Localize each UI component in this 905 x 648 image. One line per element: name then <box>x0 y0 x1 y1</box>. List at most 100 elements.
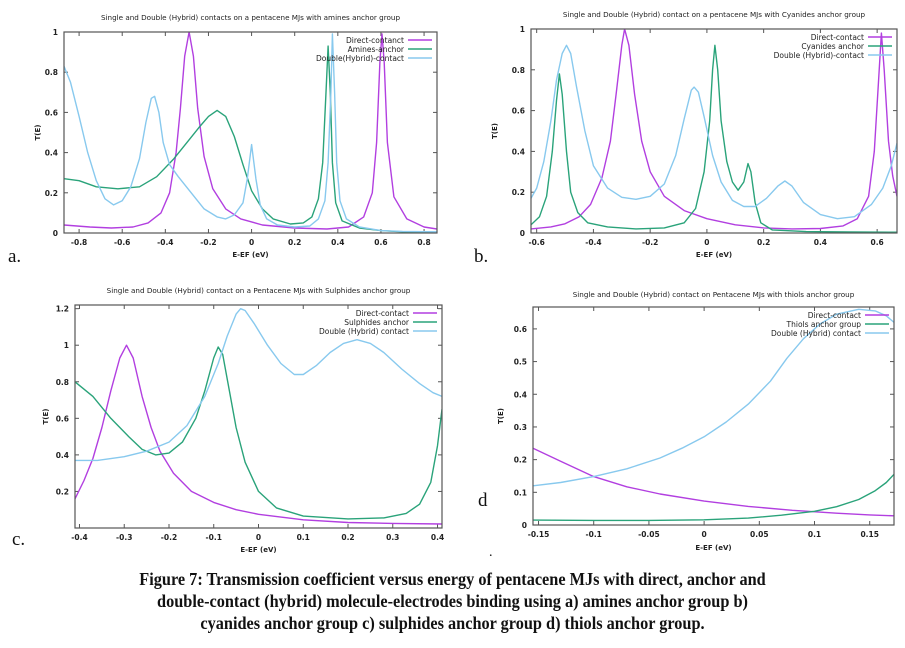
y-axis-label: T(E) <box>491 123 499 139</box>
y-tick-label: 1.2 <box>56 305 69 314</box>
x-tick-label: 0.15 <box>860 530 879 539</box>
x-tick-label: -0.2 <box>642 238 658 247</box>
y-tick-label: 0.6 <box>514 325 527 334</box>
chart-panel-c: Single and Double (Hybrid) contact on a … <box>12 286 444 554</box>
x-tick-label: -0.1 <box>586 530 602 539</box>
x-tick-label: 0 <box>702 530 707 539</box>
x-tick-label: -0.05 <box>638 530 660 539</box>
y-tick-label: 0.2 <box>512 188 525 197</box>
y-tick-label: 0 <box>522 521 527 530</box>
legend-label: Direct-contact <box>356 309 409 318</box>
panel-label: a. <box>8 246 21 267</box>
caption-line-2: double-contact (hybrid) molecule-electro… <box>157 591 748 611</box>
x-tick-label: 0 <box>704 238 709 247</box>
series-line-direct <box>75 344 442 525</box>
x-tick-label: 0.2 <box>757 238 770 247</box>
y-axis-label: T(E) <box>34 125 42 141</box>
y-tick-label: 0.4 <box>56 451 69 460</box>
x-tick-label: -0.6 <box>114 238 130 247</box>
chart-title: Single and Double (Hybrid) contact on a … <box>107 286 411 295</box>
x-tick-label: 0.2 <box>288 238 301 247</box>
y-axis-label: T(E) <box>497 408 505 424</box>
x-tick-label: 0.6 <box>870 238 883 247</box>
y-tick-label: 0.2 <box>514 456 527 465</box>
legend-label: Double (Hybrid)-contact <box>774 51 864 60</box>
y-tick-label: 0.4 <box>514 390 527 399</box>
x-axis-label: E-EF (eV) <box>695 544 731 552</box>
y-tick-label: 0.8 <box>512 66 525 75</box>
y-tick-label: 0.6 <box>512 107 525 116</box>
x-tick-label: 0.4 <box>814 238 827 247</box>
y-tick-label: 0.8 <box>45 68 58 77</box>
series-line-anchor <box>533 473 894 522</box>
series-line-anchor <box>75 346 442 520</box>
stray-dot: . <box>489 545 493 560</box>
series-line-hybrid <box>64 33 437 233</box>
y-tick-label: 0.2 <box>56 487 69 496</box>
legend-label: Sulphides anchor <box>344 318 410 327</box>
series-line-anchor <box>531 44 897 233</box>
legend-label: Direct-contanct <box>346 36 404 45</box>
x-tick-label: -0.15 <box>528 530 550 539</box>
x-axis-label: E-EF (eV) <box>696 251 732 259</box>
chart-panel-a: Single and Double (Hybrid) contacts on a… <box>8 13 438 267</box>
x-tick-label: 0 <box>249 238 254 247</box>
x-tick-label: 0.4 <box>331 238 344 247</box>
plot-frame <box>74 304 443 529</box>
x-tick-label: -0.3 <box>116 533 132 542</box>
chart-panel-d: Single and Double (Hybrid) contact on Pe… <box>478 290 895 552</box>
series-line-hybrid <box>531 44 897 220</box>
panel-label: c. <box>12 529 25 550</box>
y-tick-label: 1 <box>64 341 69 350</box>
series-line-direct <box>533 447 894 517</box>
legend-label: Direct-contact <box>811 33 864 42</box>
x-tick-label: 0.1 <box>297 533 310 542</box>
x-tick-label: 0.2 <box>341 533 354 542</box>
caption-line-3: cyanides anchor group c) sulphides ancho… <box>200 613 705 633</box>
legend-label: Double (Hybrid) contact <box>771 329 861 338</box>
x-tick-label: -0.8 <box>71 238 87 247</box>
legend-label: Thiols anchor group <box>786 320 862 329</box>
x-tick-label: -0.2 <box>161 533 177 542</box>
panel-label: b. <box>474 246 488 267</box>
legend-label: Cyanides anchor <box>801 42 865 51</box>
y-tick-label: 0.6 <box>45 108 58 117</box>
y-tick-label: 0.4 <box>512 147 525 156</box>
x-tick-label: 0.4 <box>431 533 444 542</box>
chart-title: Single and Double (Hybrid) contact on a … <box>563 10 866 19</box>
y-tick-label: 0.3 <box>514 423 527 432</box>
series-line-hybrid <box>75 308 442 462</box>
y-tick-label: 0.1 <box>514 488 527 497</box>
y-tick-label: 0.8 <box>56 378 69 387</box>
y-tick-label: 1 <box>520 25 525 34</box>
x-tick-label: 0.1 <box>808 530 821 539</box>
series-line-hybrid <box>533 308 894 487</box>
plot-frame <box>530 28 898 234</box>
x-tick-label: 0.6 <box>374 238 387 247</box>
y-tick-label: 0.6 <box>56 414 69 423</box>
x-tick-label: 0 <box>256 533 261 542</box>
y-tick-label: 0.5 <box>514 358 527 367</box>
x-tick-label: 0.3 <box>386 533 399 542</box>
x-tick-label: 0.05 <box>750 530 769 539</box>
series-line-direct <box>64 32 437 230</box>
y-tick-label: 0.4 <box>45 149 58 158</box>
plot-frame <box>63 31 438 234</box>
series-line-anchor <box>64 45 437 233</box>
chart-panel-b: Single and Double (Hybrid) contact on a … <box>474 10 898 267</box>
x-tick-label: -0.6 <box>528 238 544 247</box>
x-tick-label: -0.4 <box>71 533 87 542</box>
chart-title: Single and Double (Hybrid) contacts on a… <box>101 13 401 22</box>
x-tick-label: 0.8 <box>417 238 430 247</box>
x-axis-label: E-EF (eV) <box>240 546 276 554</box>
legend-label: Double(Hybrid)-contact <box>316 54 404 63</box>
y-axis-label: T(E) <box>42 409 50 425</box>
legend-label: Double (Hybrid) contact <box>319 327 409 336</box>
y-tick-label: 0 <box>53 229 58 238</box>
x-tick-label: -0.4 <box>585 238 601 247</box>
legend-label: Amines-anchor <box>348 45 405 54</box>
legend-label: Direct-contact <box>808 311 861 320</box>
y-tick-label: 0.2 <box>45 189 58 198</box>
x-axis-label: E-EF (eV) <box>232 251 268 259</box>
x-tick-label: -0.1 <box>206 533 222 542</box>
